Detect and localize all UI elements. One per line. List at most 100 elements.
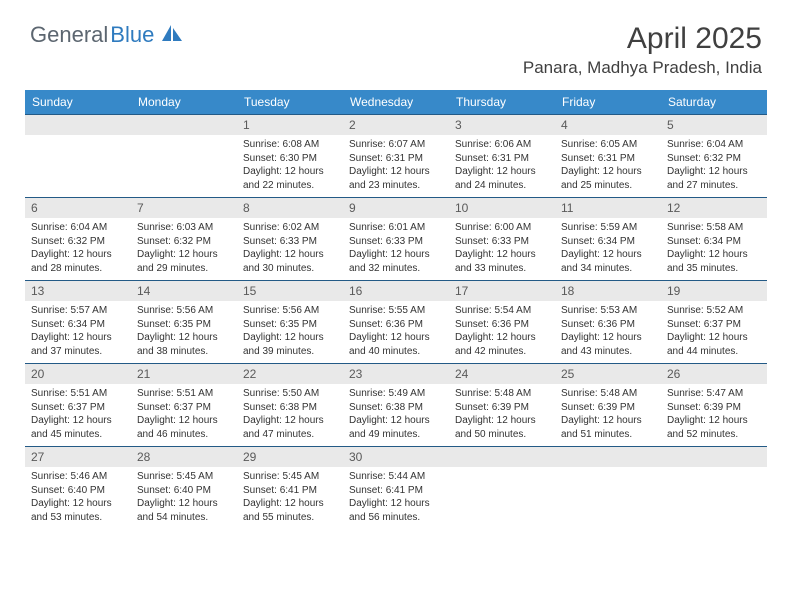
day-number: 17 (449, 280, 555, 301)
day-number: 23 (343, 363, 449, 384)
day-number: 3 (449, 114, 555, 135)
calendar-cell: 4Sunrise: 6:05 AMSunset: 6:31 PMDaylight… (555, 114, 661, 197)
calendar-cell: 13Sunrise: 5:57 AMSunset: 6:34 PMDayligh… (25, 280, 131, 363)
calendar-cell: 14Sunrise: 5:56 AMSunset: 6:35 PMDayligh… (131, 280, 237, 363)
calendar-cell: 9Sunrise: 6:01 AMSunset: 6:33 PMDaylight… (343, 197, 449, 280)
day-number: 9 (343, 197, 449, 218)
day-content: Sunrise: 6:03 AMSunset: 6:32 PMDaylight:… (131, 218, 237, 280)
calendar-week-row: 13Sunrise: 5:57 AMSunset: 6:34 PMDayligh… (25, 280, 767, 363)
day-content: Sunrise: 5:48 AMSunset: 6:39 PMDaylight:… (449, 384, 555, 446)
calendar-cell: 26Sunrise: 5:47 AMSunset: 6:39 PMDayligh… (661, 363, 767, 446)
calendar-cell: 8Sunrise: 6:02 AMSunset: 6:33 PMDaylight… (237, 197, 343, 280)
day-content: Sunrise: 5:58 AMSunset: 6:34 PMDaylight:… (661, 218, 767, 280)
calendar-cell: 28Sunrise: 5:45 AMSunset: 6:40 PMDayligh… (131, 446, 237, 529)
day-number: 7 (131, 197, 237, 218)
day-content: Sunrise: 5:56 AMSunset: 6:35 PMDaylight:… (237, 301, 343, 363)
day-content: Sunrise: 6:01 AMSunset: 6:33 PMDaylight:… (343, 218, 449, 280)
brand-name-a: General (30, 22, 108, 48)
title-block: April 2025 Panara, Madhya Pradesh, India (523, 22, 762, 78)
calendar-cell: 30Sunrise: 5:44 AMSunset: 6:41 PMDayligh… (343, 446, 449, 529)
calendar-table: SundayMondayTuesdayWednesdayThursdayFrid… (25, 90, 767, 529)
empty-day-bar (131, 114, 237, 135)
calendar-cell: 3Sunrise: 6:06 AMSunset: 6:31 PMDaylight… (449, 114, 555, 197)
month-title: April 2025 (523, 22, 762, 56)
calendar-cell: 1Sunrise: 6:08 AMSunset: 6:30 PMDaylight… (237, 114, 343, 197)
day-number: 26 (661, 363, 767, 384)
calendar-cell: 6Sunrise: 6:04 AMSunset: 6:32 PMDaylight… (25, 197, 131, 280)
day-number: 11 (555, 197, 661, 218)
day-number: 28 (131, 446, 237, 467)
calendar-cell: 11Sunrise: 5:59 AMSunset: 6:34 PMDayligh… (555, 197, 661, 280)
calendar-cell (555, 446, 661, 529)
day-number: 20 (25, 363, 131, 384)
calendar-cell: 23Sunrise: 5:49 AMSunset: 6:38 PMDayligh… (343, 363, 449, 446)
calendar-cell: 12Sunrise: 5:58 AMSunset: 6:34 PMDayligh… (661, 197, 767, 280)
day-header: Wednesday (343, 90, 449, 114)
calendar-week-row: 20Sunrise: 5:51 AMSunset: 6:37 PMDayligh… (25, 363, 767, 446)
day-number: 2 (343, 114, 449, 135)
day-content: Sunrise: 5:51 AMSunset: 6:37 PMDaylight:… (25, 384, 131, 446)
day-number: 22 (237, 363, 343, 384)
page-header: GeneralBlue April 2025 Panara, Madhya Pr… (0, 0, 792, 86)
day-content: Sunrise: 5:52 AMSunset: 6:37 PMDaylight:… (661, 301, 767, 363)
calendar-cell: 15Sunrise: 5:56 AMSunset: 6:35 PMDayligh… (237, 280, 343, 363)
day-number: 4 (555, 114, 661, 135)
day-number: 10 (449, 197, 555, 218)
calendar-cell: 27Sunrise: 5:46 AMSunset: 6:40 PMDayligh… (25, 446, 131, 529)
day-content: Sunrise: 5:56 AMSunset: 6:35 PMDaylight:… (131, 301, 237, 363)
calendar-cell: 21Sunrise: 5:51 AMSunset: 6:37 PMDayligh… (131, 363, 237, 446)
day-content: Sunrise: 6:04 AMSunset: 6:32 PMDaylight:… (25, 218, 131, 280)
calendar-cell: 18Sunrise: 5:53 AMSunset: 6:36 PMDayligh… (555, 280, 661, 363)
day-content: Sunrise: 6:06 AMSunset: 6:31 PMDaylight:… (449, 135, 555, 197)
day-number: 15 (237, 280, 343, 301)
brand-sail-icon (160, 23, 184, 48)
day-content: Sunrise: 5:51 AMSunset: 6:37 PMDaylight:… (131, 384, 237, 446)
brand-logo: GeneralBlue (30, 22, 184, 48)
day-content: Sunrise: 5:57 AMSunset: 6:34 PMDaylight:… (25, 301, 131, 363)
empty-day-bar (25, 114, 131, 135)
day-content: Sunrise: 5:45 AMSunset: 6:41 PMDaylight:… (237, 467, 343, 529)
calendar-cell: 2Sunrise: 6:07 AMSunset: 6:31 PMDaylight… (343, 114, 449, 197)
calendar-cell: 5Sunrise: 6:04 AMSunset: 6:32 PMDaylight… (661, 114, 767, 197)
day-number: 13 (25, 280, 131, 301)
empty-day-bar (449, 446, 555, 467)
day-content: Sunrise: 5:48 AMSunset: 6:39 PMDaylight:… (555, 384, 661, 446)
day-number: 12 (661, 197, 767, 218)
calendar-week-row: 6Sunrise: 6:04 AMSunset: 6:32 PMDaylight… (25, 197, 767, 280)
day-number: 30 (343, 446, 449, 467)
day-number: 8 (237, 197, 343, 218)
calendar-cell: 25Sunrise: 5:48 AMSunset: 6:39 PMDayligh… (555, 363, 661, 446)
day-content: Sunrise: 6:08 AMSunset: 6:30 PMDaylight:… (237, 135, 343, 197)
calendar-cell: 7Sunrise: 6:03 AMSunset: 6:32 PMDaylight… (131, 197, 237, 280)
day-number: 16 (343, 280, 449, 301)
calendar-cell: 10Sunrise: 6:00 AMSunset: 6:33 PMDayligh… (449, 197, 555, 280)
calendar-cell: 24Sunrise: 5:48 AMSunset: 6:39 PMDayligh… (449, 363, 555, 446)
calendar-cell (449, 446, 555, 529)
calendar-cell (661, 446, 767, 529)
day-content: Sunrise: 5:46 AMSunset: 6:40 PMDaylight:… (25, 467, 131, 529)
calendar-cell: 17Sunrise: 5:54 AMSunset: 6:36 PMDayligh… (449, 280, 555, 363)
day-number: 1 (237, 114, 343, 135)
day-header: Sunday (25, 90, 131, 114)
day-content: Sunrise: 5:45 AMSunset: 6:40 PMDaylight:… (131, 467, 237, 529)
location-text: Panara, Madhya Pradesh, India (523, 58, 762, 78)
day-number: 27 (25, 446, 131, 467)
day-header: Friday (555, 90, 661, 114)
day-content: Sunrise: 6:04 AMSunset: 6:32 PMDaylight:… (661, 135, 767, 197)
calendar-cell (131, 114, 237, 197)
day-header: Tuesday (237, 90, 343, 114)
calendar-cell (25, 114, 131, 197)
day-content: Sunrise: 5:50 AMSunset: 6:38 PMDaylight:… (237, 384, 343, 446)
calendar-cell: 16Sunrise: 5:55 AMSunset: 6:36 PMDayligh… (343, 280, 449, 363)
day-number: 29 (237, 446, 343, 467)
calendar-cell: 20Sunrise: 5:51 AMSunset: 6:37 PMDayligh… (25, 363, 131, 446)
day-content: Sunrise: 6:02 AMSunset: 6:33 PMDaylight:… (237, 218, 343, 280)
day-number: 14 (131, 280, 237, 301)
calendar-week-row: 1Sunrise: 6:08 AMSunset: 6:30 PMDaylight… (25, 114, 767, 197)
day-number: 25 (555, 363, 661, 384)
calendar-cell: 22Sunrise: 5:50 AMSunset: 6:38 PMDayligh… (237, 363, 343, 446)
calendar-cell: 19Sunrise: 5:52 AMSunset: 6:37 PMDayligh… (661, 280, 767, 363)
empty-day-bar (661, 446, 767, 467)
day-number: 5 (661, 114, 767, 135)
empty-day-bar (555, 446, 661, 467)
